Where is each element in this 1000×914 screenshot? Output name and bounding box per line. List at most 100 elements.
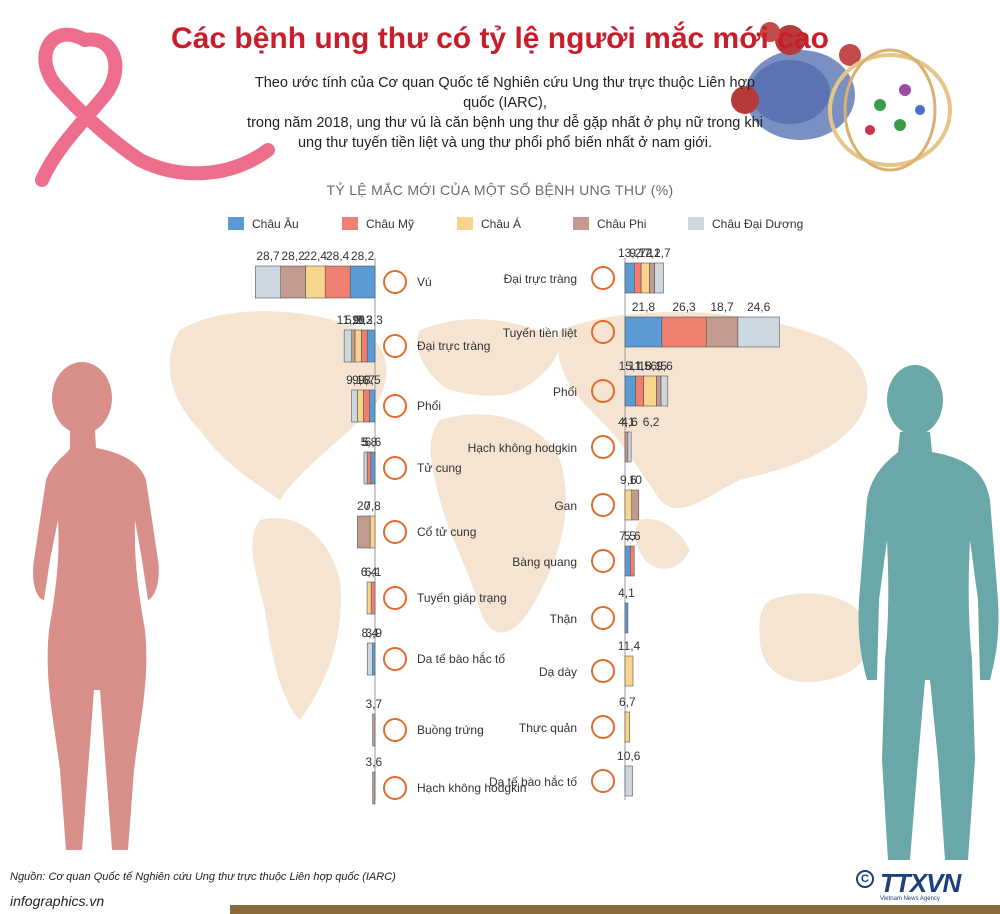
male-category-label: Gan [554, 499, 577, 513]
female-value-label: 6,6 [365, 435, 382, 449]
chart-title: TỶ LỆ MẮC MỚI CỦA MỘT SỐ BỆNH UNG THƯ (%… [326, 182, 674, 198]
female-value-label: 7,8 [364, 499, 381, 513]
male-value-label: 18,7 [710, 300, 734, 314]
male-bar [656, 375, 662, 407]
female-bar [357, 515, 371, 549]
female-value-label: 6,4 [361, 565, 378, 579]
male-category-label: Thận [550, 612, 577, 626]
female-category-label: Đại trực tràng [417, 339, 490, 353]
male-value-label: 24,6 [747, 300, 771, 314]
male-bar [627, 431, 632, 463]
female-bar [370, 451, 376, 485]
legend-swatch [342, 217, 358, 230]
cancer-cell-illustration [731, 22, 952, 172]
female-value-label: 28,2 [351, 249, 375, 263]
male-value-label: 12,7 [647, 246, 671, 260]
female-silhouette [33, 362, 159, 850]
female-bar [366, 329, 376, 363]
brand-logo: TTXVN [880, 868, 961, 898]
female-bar [351, 389, 358, 423]
female-bar [369, 515, 376, 549]
female-value-label: 11,9 [337, 313, 360, 327]
male-bar [631, 489, 640, 521]
male-bar [633, 262, 642, 294]
ovary-icon [383, 718, 407, 742]
male-value-label: 18,1 [638, 359, 662, 373]
male-value-label: 5,6 [624, 529, 641, 543]
male-value-label: 9,7 [629, 246, 646, 260]
female-value-label: 8,5 [364, 373, 381, 387]
male-bar [649, 262, 655, 294]
female-bar [255, 265, 281, 299]
female-bar [351, 329, 356, 363]
legend-swatch [573, 217, 589, 230]
male-bar [635, 375, 645, 407]
female-bar [349, 265, 376, 299]
male-value-label: 6,5 [650, 359, 667, 373]
footer-bar [230, 905, 1000, 914]
male-bar [660, 375, 669, 407]
esophagus-icon [591, 715, 615, 739]
male-value-label: 13,2 [618, 246, 642, 260]
male-category-label: Thực quản [519, 721, 577, 735]
legend-label: Châu Âu [252, 216, 299, 231]
male-bar [737, 316, 780, 348]
male-value-label: 21,8 [632, 300, 656, 314]
female-value-label: 5,8 [361, 435, 378, 449]
intro-line: ung thư tuyến tiền liệt và ung thư phổi … [297, 135, 713, 151]
female-bar [343, 329, 352, 363]
copyright-icon: C [856, 870, 874, 888]
female-value-label: 3,7 [365, 697, 382, 711]
female-category-label: Vú [417, 275, 432, 289]
female-value-label: 22,4 [304, 249, 328, 263]
female-value-label: 28,4 [326, 249, 350, 263]
world-map [169, 311, 871, 720]
kidney-icon [591, 606, 615, 630]
skin-icon [383, 647, 407, 671]
female-category-label: Buồng trứng [417, 723, 484, 737]
colon-icon [591, 266, 615, 290]
male-value-label: 9,6 [620, 473, 637, 487]
male-bar [629, 545, 635, 577]
lung-icon [591, 379, 615, 403]
female-bar [366, 581, 372, 615]
male-category-label: Phổi [553, 385, 577, 399]
lymph-icon [591, 435, 615, 459]
female-bar [372, 771, 376, 805]
female-value-label: 3,6 [366, 755, 383, 769]
female-value-label: 9,6 [352, 373, 369, 387]
female-bar [366, 642, 373, 676]
male-category-label: Dạ dày [539, 665, 577, 679]
male-value-label: 15,1 [619, 359, 643, 373]
male-category-label: Hạch không hodgkin [468, 441, 577, 455]
stomach-icon [591, 659, 615, 683]
intro-text: Theo ước tính của Cơ quan Quốc tế Nghiên… [245, 73, 765, 153]
brand-subtitle: Vietnam News Agency [880, 896, 940, 902]
uterus-icon [383, 456, 407, 480]
female-value-label: 10 [351, 313, 365, 327]
male-value-label: 4,1 [618, 586, 635, 600]
female-value-label: 5 [362, 435, 369, 449]
legend-swatch [457, 217, 473, 230]
female-category-label: Phổi [417, 399, 441, 413]
cervix-icon [383, 520, 407, 544]
male-category-label: Da tế bào hắc tố [489, 774, 577, 789]
male-category-label: Đại trực tràng [504, 272, 577, 286]
female-value-label: 9,1 [346, 373, 363, 387]
male-bar [654, 262, 664, 294]
male-value-label: 4,6 [621, 415, 638, 429]
legend-swatch [688, 217, 704, 230]
female-value-label: 8,4 [362, 626, 379, 640]
male-bar [624, 262, 635, 294]
ribbon-icon [35, 27, 275, 187]
male-value-label: 10 [629, 473, 643, 487]
female-bar [324, 265, 351, 299]
bladder-icon [591, 549, 615, 573]
male-value-label: 26,3 [672, 300, 696, 314]
legend-label: Châu Đại Dương [712, 217, 803, 231]
legend-label: Châu Mỹ [366, 217, 414, 231]
legend-label: Châu Á [481, 216, 521, 231]
